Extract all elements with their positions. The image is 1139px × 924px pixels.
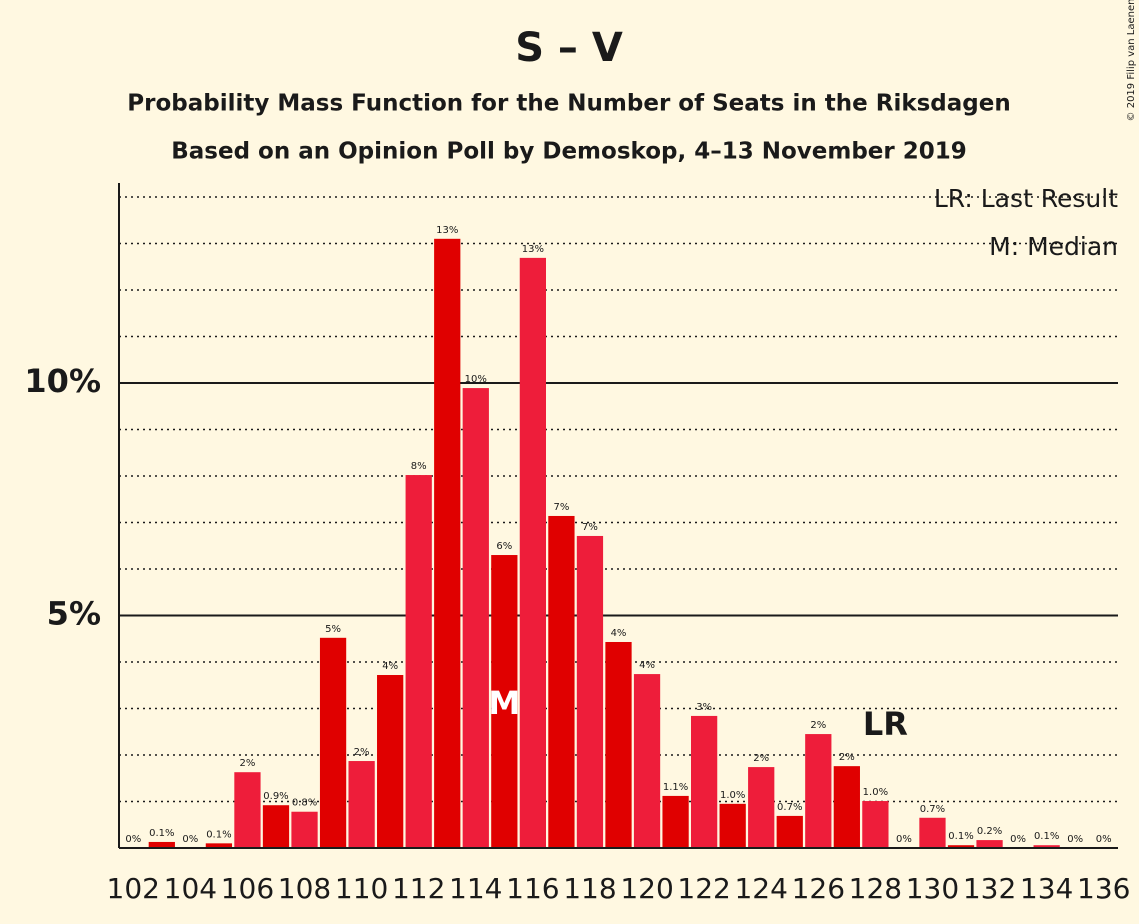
data-label: 2% [810,720,826,731]
bar [605,641,632,848]
x-tick-label: 116 [506,872,559,905]
bar [462,388,489,848]
bar [833,766,860,848]
data-label: 1.0% [863,787,888,798]
x-tick-label: 106 [221,872,274,905]
bar [947,845,975,848]
data-label: 0.1% [149,828,174,839]
x-tick-label: 118 [563,872,616,905]
bar [633,674,661,848]
y-tick-label: 5% [47,594,101,632]
bar [976,840,1003,848]
bar [719,803,746,848]
x-tick-label: 114 [449,872,502,905]
x-tick-label: 130 [906,872,959,905]
data-label: 10% [465,374,487,385]
data-label: 0.7% [777,802,802,813]
data-label: 2% [839,752,855,763]
chart-title: S – V [515,25,623,71]
bar [862,801,889,848]
data-label: 0.8% [292,798,317,809]
data-label: 0% [1010,834,1026,845]
bar [291,811,318,848]
data-label: 7% [553,502,569,513]
x-tick-label: 132 [963,872,1016,905]
bar [319,637,347,848]
data-label: 1.0% [720,790,745,801]
legend-entry: M: Median [989,232,1118,261]
data-label: 3% [696,702,712,713]
bar [548,515,575,848]
bar [377,675,404,848]
data-label: 0.1% [206,829,231,840]
bar [491,555,518,848]
chart-subtitle: Probability Mass Function for the Number… [127,91,1010,117]
legend-entry: LR: Last Result [934,184,1118,213]
x-tick-label: 128 [849,872,902,905]
data-label: 7% [582,522,598,533]
x-tick-label: 108 [278,872,331,905]
bar [205,843,233,848]
data-label: 0.7% [920,804,945,815]
x-tick-label: 112 [392,872,445,905]
copyright: © 2019 Filip van Laenen [1126,0,1137,121]
chart-subtitle: Based on an Opinion Poll by Demoskop, 4–… [171,139,967,165]
bar [1033,845,1060,848]
x-tick-label: 136 [1077,872,1130,905]
data-label: 0% [182,834,198,845]
y-tick-label: 10% [24,362,101,400]
data-label: 2% [354,747,370,758]
bar [262,805,290,848]
bar [776,815,803,848]
data-label: 0% [125,834,141,845]
bar [690,715,718,848]
bar [348,761,375,848]
data-label: 0.2% [977,826,1002,837]
x-tick-label: 104 [164,872,217,905]
annotation: LR [863,705,908,743]
bar [919,817,946,848]
x-tick-label: 122 [677,872,730,905]
data-label: 0.9% [263,791,288,802]
x-tick-label: 126 [792,872,845,905]
bar [576,535,604,848]
bar [434,238,461,848]
data-label: 0.1% [1034,831,1059,842]
annotation: M [488,684,520,722]
data-label: 13% [436,225,458,236]
data-label: 6% [496,541,512,552]
x-tick-label: 102 [107,872,160,905]
bar [405,475,432,848]
bar [805,734,832,848]
data-label: 8% [411,461,427,472]
data-label: 2% [753,753,769,764]
data-label: 4% [611,628,627,639]
data-label: 0% [1096,834,1112,845]
bar [148,841,175,848]
bar [519,257,547,849]
x-tick-label: 120 [620,872,673,905]
x-tick-label: 134 [1020,872,1073,905]
data-label: 2% [240,758,256,769]
data-label: 0% [896,834,912,845]
x-tick-label: 124 [734,872,787,905]
data-label: 4% [382,661,398,672]
data-label: 0% [1067,834,1083,845]
data-label: 0.1% [948,831,973,842]
x-tick-label: 110 [335,872,388,905]
bar [234,772,261,848]
data-label: 13% [522,244,544,255]
bar [662,795,689,848]
data-label: 4% [639,660,655,671]
data-label: 1.1% [663,782,688,793]
bar [748,767,775,848]
data-label: 5% [325,624,341,635]
